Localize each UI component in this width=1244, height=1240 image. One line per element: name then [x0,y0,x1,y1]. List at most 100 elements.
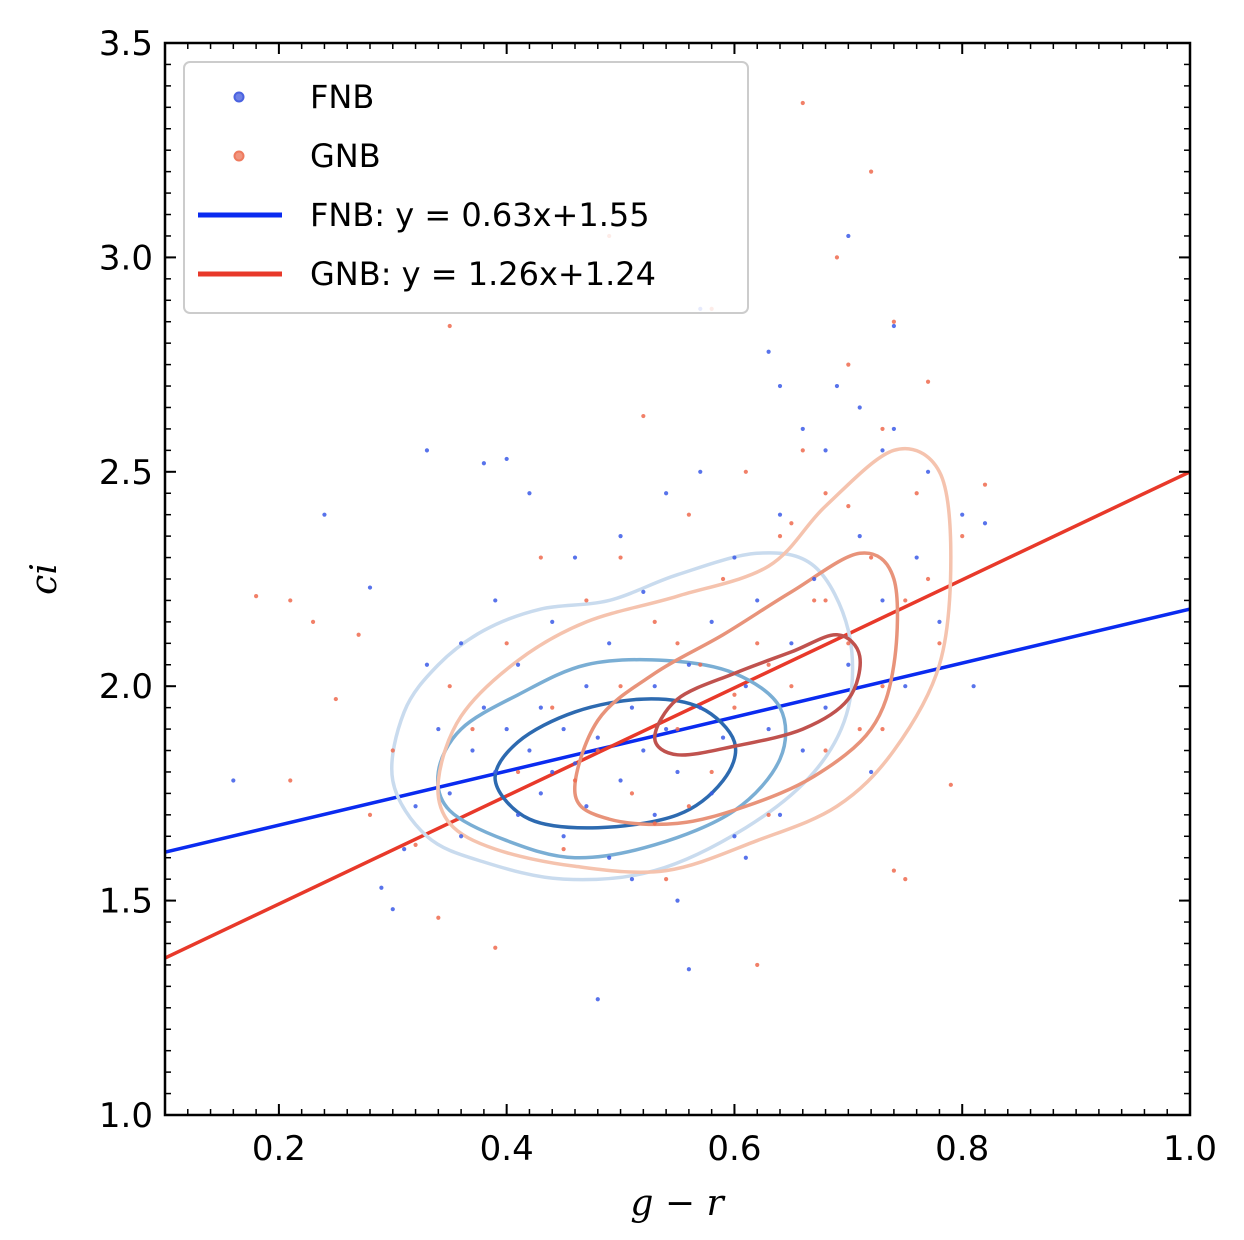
point-gnb [880,426,885,432]
point-fnb [664,726,669,732]
point-gnb [903,877,908,882]
point-fnb [869,769,874,775]
contour-fnb-inner [493,697,738,830]
legend-marker-fnb [233,91,245,103]
point-fnb [390,907,395,912]
point-fnb [447,791,452,796]
point-fnb [561,726,566,732]
point-fnb [982,521,988,526]
point-gnb [846,504,851,509]
point-fnb [732,555,737,560]
point-fnb [846,233,851,239]
point-fnb [413,804,418,809]
point-gnb [720,576,726,582]
x-tick-label: 0.8 [935,1129,989,1169]
point-gnb [686,512,691,517]
y-tick-label: 2.0 [99,667,153,707]
point-gnb [789,684,794,689]
point-gnb [447,323,452,329]
point-gnb [310,619,316,624]
point-gnb [356,632,361,637]
point-gnb [413,842,418,847]
point-gnb [561,847,566,852]
point-fnb [686,967,691,972]
point-fnb [550,619,555,624]
point-gnb [891,868,896,873]
point-fnb [607,641,612,646]
point-fnb [709,791,714,796]
point-fnb [686,662,691,667]
point-fnb [515,662,521,667]
fit-lines [165,470,1190,960]
point-gnb [515,769,521,775]
legend-label: FNB: y = 0.63x+1.55 [310,196,650,234]
point-fnb [971,684,976,689]
point-fnb [720,735,726,740]
point-gnb [367,812,373,817]
x-tick-label: 1.0 [1163,1129,1217,1169]
point-fnb [481,705,486,710]
x-tick-label: 0.6 [707,1129,761,1169]
point-fnb [652,684,657,689]
point-gnb [288,598,293,603]
point-gnb [777,534,783,539]
point-gnb [869,555,874,560]
y-tick-label: 3.5 [99,24,153,64]
point-gnb [652,619,657,624]
point-fnb [538,705,543,710]
point-fnb [618,534,623,539]
point-fnb [527,748,532,753]
point-fnb [607,855,612,860]
point-fnb [424,662,430,667]
point-fnb [732,834,737,839]
y-axis-label: ci [24,563,65,595]
contour-gnb-middle [573,551,900,827]
point-gnb [618,684,623,689]
point-gnb [709,769,714,775]
y-tick-label: 1.0 [99,1096,153,1136]
point-gnb [333,696,338,702]
axis-tick-labels: 0.2 0.4 0.6 0.8 1.0 1.0 1.5 2.0 2.5 3.0 3.5 [99,24,1217,1169]
point-fnb [664,491,669,496]
point-fnb [595,735,600,740]
point-fnb [857,405,862,410]
point-fnb [322,512,327,517]
point-fnb [812,576,817,582]
fit-line-gnb [165,470,1190,960]
point-fnb [823,448,828,453]
point-fnb [595,997,600,1002]
point-gnb [823,491,828,496]
point-fnb [743,855,748,860]
point-gnb [925,576,931,582]
point-gnb [812,598,817,603]
point-fnb [618,778,623,783]
legend-label: GNB [310,137,381,175]
point-fnb [459,641,464,646]
point-fnb [527,491,532,496]
point-gnb [288,778,293,783]
point-gnb [755,962,760,968]
point-fnb [561,834,566,839]
legend-items: FNB GNB FNB: y = 0.63x+1.55 GNB: y = 1.26x+… [198,78,656,293]
point-fnb [925,469,931,474]
point-fnb [231,778,236,783]
point-fnb [504,726,509,732]
y-tick-label: 3.0 [99,238,153,278]
point-gnb [834,255,840,260]
point-gnb [823,598,828,603]
x-axis-label: g − r [630,1183,725,1224]
point-fnb [857,534,862,539]
point-gnb [470,726,475,732]
point-fnb [766,726,771,732]
legend-marker-gnb [233,150,245,162]
point-gnb [584,598,589,603]
point-fnb [572,761,578,766]
point-fnb [629,877,635,882]
point-fnb [584,684,589,689]
y-tick-label: 1.5 [99,882,153,922]
point-fnb [880,598,885,603]
point-gnb [390,748,395,753]
point-fnb [709,619,714,624]
legend: FNB GNB FNB: y = 0.63x+1.55 GNB: y = 1.26x+… [183,61,749,314]
point-fnb [572,555,578,560]
